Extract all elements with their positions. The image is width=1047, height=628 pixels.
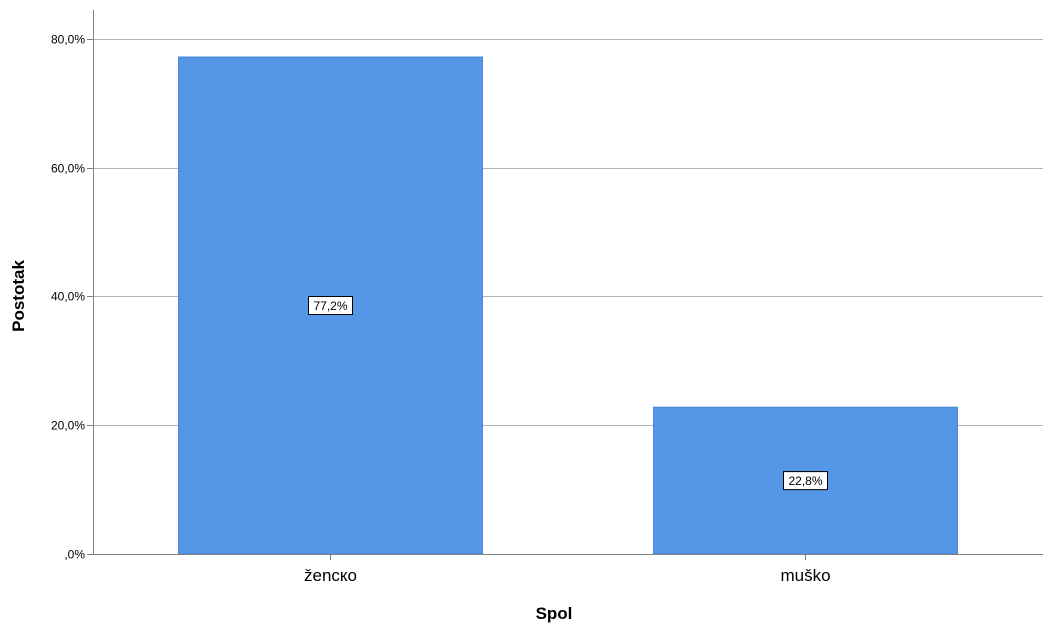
axes: [87, 10, 1043, 560]
data-labels: 77,2% 22,8%: [308, 295, 828, 491]
x-category-label: ženско: [304, 566, 357, 585]
y-tick-label: 20,0%: [51, 419, 85, 433]
x-category-label: muško: [780, 566, 830, 585]
y-tick-label: 40,0%: [51, 290, 85, 304]
data-label-text: 22,8%: [788, 474, 822, 488]
y-tick-label: 60,0%: [51, 162, 85, 176]
data-label-box: [308, 295, 353, 315]
data-label-text: 77,2%: [313, 299, 347, 313]
y-tick-label: ,0%: [64, 548, 85, 562]
y-tick-labels: ,0% 20,0% 40,0% 60,0% 80,0%: [51, 33, 85, 562]
bars: [178, 56, 958, 555]
data-label-box: [783, 471, 828, 491]
x-category-labels: ženско muško: [304, 566, 831, 585]
x-axis-title: Spol: [536, 604, 573, 623]
y-tick-label: 80,0%: [51, 33, 85, 47]
y-axis-title: Postotak: [9, 260, 28, 332]
data-label: 77,2%: [308, 295, 353, 315]
data-label: 22,8%: [783, 471, 828, 491]
